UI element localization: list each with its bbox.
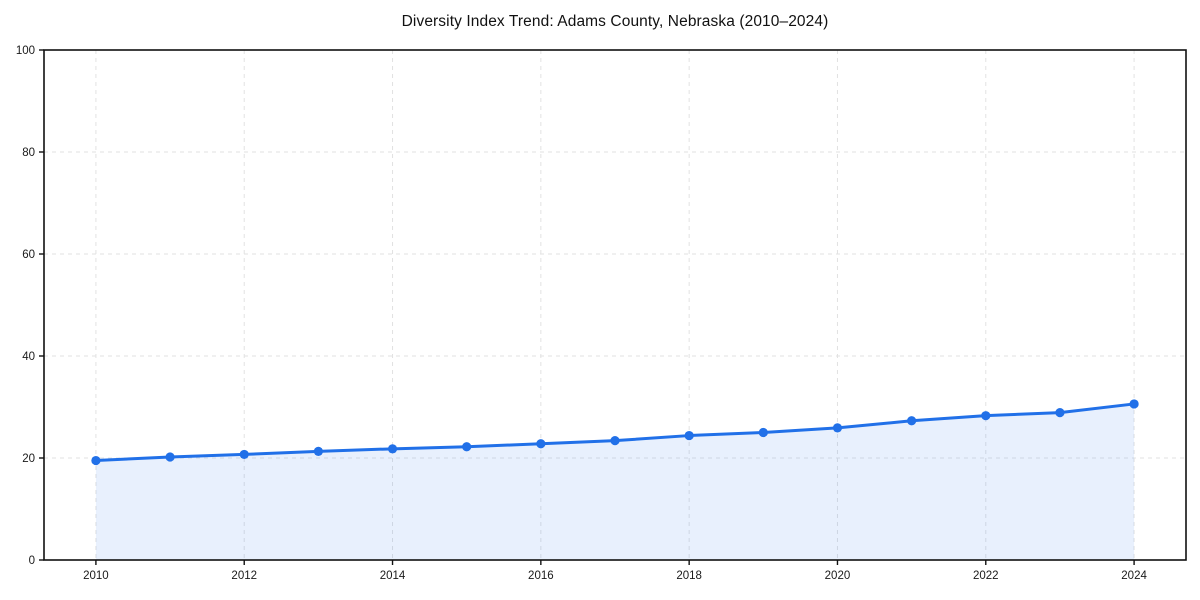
x-tick-label: 2012 [231, 570, 257, 582]
data-point-2019 [758, 427, 768, 438]
x-tick-label: 2018 [676, 570, 702, 582]
y-tick-label: 80 [22, 147, 35, 159]
x-tick-label: 2016 [528, 570, 554, 582]
data-point-2010 [91, 455, 101, 466]
data-point-2018 [684, 430, 694, 441]
y-tick-label: 60 [22, 249, 35, 261]
data-point-2013 [313, 446, 323, 456]
y-tick-label: 100 [16, 45, 35, 57]
plot-border [43, 49, 1187, 561]
x-tick-label: 2014 [380, 570, 406, 582]
data-point-2021 [907, 416, 917, 426]
data-point-2024 [1129, 399, 1139, 409]
data-point-2011 [165, 452, 175, 462]
y-tick-label: 20 [22, 453, 35, 465]
x-tick-label: 2020 [825, 570, 851, 582]
data-point-2014 [387, 444, 398, 454]
x-tick-label: 2010 [83, 570, 109, 582]
x-tick-label: 2024 [1121, 570, 1147, 582]
data-point-2016 [536, 439, 546, 449]
chart-title: Diversity Index Trend: Adams County, Neb… [401, 13, 829, 30]
area-fill [95, 403, 1135, 560]
y-tick-label: 0 [29, 555, 35, 567]
data-point-2015 [462, 442, 472, 452]
data-point-2017 [610, 436, 620, 446]
data-point-2022 [981, 411, 991, 421]
data-point-2020 [832, 423, 843, 433]
data-point-2012 [239, 449, 249, 460]
data-point-2023 [1055, 408, 1065, 418]
y-tick-label: 40 [22, 351, 35, 363]
x-tick-label: 2022 [973, 570, 999, 582]
